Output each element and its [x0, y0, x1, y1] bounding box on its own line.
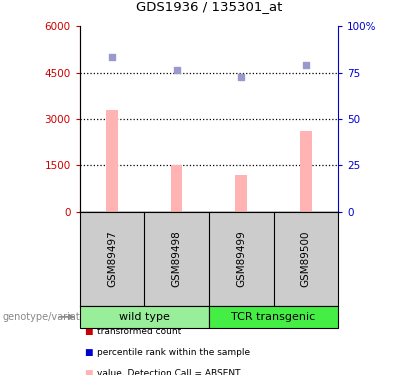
Text: value, Detection Call = ABSENT: value, Detection Call = ABSENT	[97, 369, 240, 375]
Text: TCR transgenic: TCR transgenic	[231, 312, 316, 322]
Point	[238, 74, 244, 80]
Text: GSM89499: GSM89499	[236, 230, 246, 287]
Text: wild type: wild type	[119, 312, 170, 322]
Text: percentile rank within the sample: percentile rank within the sample	[97, 348, 250, 357]
Point	[173, 67, 180, 73]
Point	[302, 62, 309, 68]
Bar	[106, 110, 118, 212]
Text: GSM89498: GSM89498	[172, 230, 182, 287]
Text: GSM89500: GSM89500	[301, 231, 311, 287]
Bar	[300, 132, 312, 212]
Text: ■: ■	[84, 369, 92, 375]
Bar	[171, 165, 182, 212]
Text: GDS1936 / 135301_at: GDS1936 / 135301_at	[136, 0, 282, 13]
Point	[109, 54, 116, 60]
Text: ■: ■	[84, 348, 92, 357]
Text: GSM89497: GSM89497	[107, 230, 117, 287]
Text: ■: ■	[84, 327, 92, 336]
Text: genotype/variation: genotype/variation	[2, 312, 95, 322]
Text: transformed count: transformed count	[97, 327, 181, 336]
Bar	[236, 175, 247, 212]
